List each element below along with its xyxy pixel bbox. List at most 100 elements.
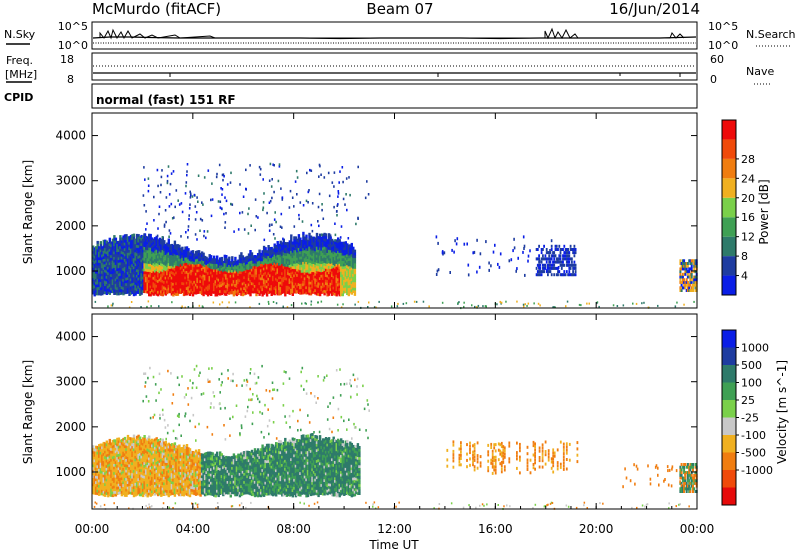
heatmap-cell bbox=[354, 250, 356, 253]
heatmap-cell bbox=[224, 196, 226, 199]
heatmap-cell bbox=[97, 244, 99, 247]
heatmap-cell bbox=[157, 235, 159, 238]
heatmap-cell bbox=[150, 234, 152, 237]
heatmap-cell bbox=[575, 270, 577, 273]
colorbar-tick-label: 16 bbox=[741, 211, 755, 224]
heatmap-cell bbox=[228, 257, 230, 260]
heatmap-cell bbox=[567, 248, 569, 251]
heatmap-cell bbox=[218, 200, 220, 203]
heatmap-cell bbox=[354, 271, 356, 274]
heatmap-cell bbox=[306, 303, 308, 305]
heatmap-cell bbox=[490, 264, 492, 267]
heatmap-cell bbox=[292, 197, 294, 200]
heatmap-cell bbox=[354, 260, 356, 263]
heatmap-cell bbox=[366, 180, 368, 183]
heatmap-cell bbox=[170, 232, 172, 235]
heatmap-cell bbox=[613, 304, 615, 306]
heatmap-cell bbox=[501, 302, 503, 304]
nsky-label: N.Sky bbox=[4, 28, 36, 41]
heatmap-cell bbox=[268, 303, 270, 305]
heatmap-cell bbox=[171, 301, 173, 303]
heatmap-cell bbox=[133, 234, 135, 237]
heatmap-cell bbox=[190, 193, 192, 196]
heatmap-cell bbox=[277, 241, 279, 244]
heatmap-cell bbox=[451, 249, 453, 252]
heatmap-cell bbox=[423, 301, 425, 303]
heatmap-cell bbox=[463, 302, 465, 304]
heatmap-cell bbox=[436, 235, 438, 238]
heatmap-cell bbox=[468, 264, 470, 267]
colorbar-tick-label: 12 bbox=[741, 231, 755, 244]
heatmap-cell bbox=[257, 216, 259, 219]
heatmap-cell bbox=[295, 180, 297, 183]
heatmap-cell bbox=[345, 193, 347, 196]
heatmap-cell bbox=[351, 243, 353, 246]
heatmap-cell bbox=[222, 174, 224, 177]
heatmap-cell bbox=[632, 303, 634, 305]
heatmap-cell bbox=[282, 196, 284, 199]
heatmap-cell bbox=[207, 230, 209, 233]
heatmap-cell bbox=[222, 301, 224, 303]
heatmap-cell bbox=[187, 229, 189, 232]
heatmap-cell bbox=[316, 233, 318, 236]
heatmap-cell bbox=[234, 257, 236, 260]
heatmap-cell bbox=[542, 254, 544, 257]
heatmap-cell bbox=[553, 257, 555, 260]
heatmap-cell bbox=[466, 243, 468, 246]
heatmap-cell bbox=[334, 171, 336, 174]
colorbar-swatch bbox=[722, 217, 736, 236]
heatmap-cell bbox=[276, 302, 278, 304]
heatmap-cell bbox=[352, 247, 354, 250]
heatmap-cell bbox=[298, 237, 300, 240]
heatmap-cell bbox=[158, 305, 160, 307]
heatmap-cell bbox=[580, 304, 582, 306]
heatmap-cell bbox=[574, 261, 576, 264]
colorbar-tick-label: 20 bbox=[741, 192, 755, 205]
heatmap-cell bbox=[339, 239, 341, 242]
heatmap-cell bbox=[202, 305, 204, 307]
heatmap-cell bbox=[575, 264, 577, 267]
heatmap-cell bbox=[354, 258, 356, 261]
heatmap-cell bbox=[333, 206, 335, 209]
heatmap-cell bbox=[509, 259, 511, 262]
heatmap-cell bbox=[239, 212, 241, 215]
heatmap-cell bbox=[213, 256, 215, 259]
heatmap-cell bbox=[691, 276, 693, 279]
heatmap-cell bbox=[565, 273, 567, 276]
heatmap-cell bbox=[308, 189, 310, 192]
heatmap-cell bbox=[273, 191, 275, 194]
heatmap-cell bbox=[188, 225, 190, 228]
heatmap-cell bbox=[338, 192, 340, 195]
heatmap-cell bbox=[189, 203, 191, 206]
heatmap-cell bbox=[547, 273, 549, 276]
heatmap-cell bbox=[368, 302, 370, 304]
heatmap-cell bbox=[107, 305, 109, 307]
station-title: McMurdo (fitACF) bbox=[92, 0, 221, 18]
heatmap-cell bbox=[248, 207, 250, 210]
heatmap-cell bbox=[275, 221, 277, 224]
heatmap-cell bbox=[558, 245, 560, 248]
heatmap-cell bbox=[571, 261, 573, 264]
heatmap-cell bbox=[260, 173, 262, 176]
heatmap-cell bbox=[187, 163, 189, 166]
heatmap-cell bbox=[339, 170, 341, 173]
heatmap-cell bbox=[566, 270, 568, 273]
heatmap-cell bbox=[516, 267, 518, 270]
heatmap-cell bbox=[298, 234, 300, 237]
heatmap-cell bbox=[195, 233, 197, 236]
heatmap-cell bbox=[165, 209, 167, 212]
heatmap-cell bbox=[216, 256, 218, 259]
freq-tick-top: 18 bbox=[60, 53, 74, 66]
nave-tick-bottom: 0 bbox=[710, 73, 717, 86]
heatmap-cell bbox=[131, 301, 133, 303]
heatmap-cell bbox=[449, 271, 451, 274]
heatmap-cell bbox=[139, 437, 141, 440]
heatmap-cell bbox=[533, 302, 535, 304]
heatmap-cell bbox=[354, 277, 356, 280]
nsky-panel bbox=[92, 22, 697, 49]
heatmap-cell bbox=[95, 301, 97, 303]
heatmap-cell bbox=[290, 237, 292, 240]
heatmap-cell bbox=[551, 239, 553, 242]
colorbar-swatch bbox=[722, 178, 736, 197]
heatmap-cell bbox=[565, 305, 567, 307]
